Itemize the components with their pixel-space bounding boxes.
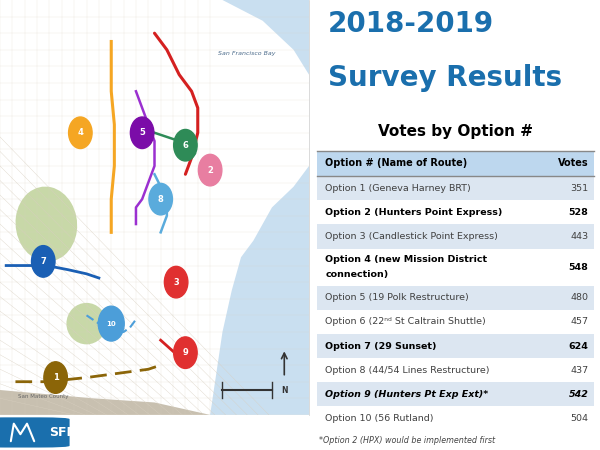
Bar — [317, 248, 594, 286]
Text: Option 7 (29 Sunset): Option 7 (29 Sunset) — [325, 342, 437, 351]
Text: 351: 351 — [571, 184, 589, 193]
Bar — [317, 176, 594, 200]
Text: Option # (Name of Route): Option # (Name of Route) — [325, 158, 467, 168]
Text: 443: 443 — [571, 232, 589, 241]
Bar — [317, 358, 594, 382]
Text: 504: 504 — [571, 414, 589, 423]
Text: Votes: Votes — [558, 158, 589, 168]
Text: 1: 1 — [587, 428, 594, 437]
Circle shape — [32, 246, 55, 277]
Text: Votes by Option #: Votes by Option # — [378, 125, 533, 140]
Bar — [317, 310, 594, 334]
Text: Option 1 (Geneva Harney BRT): Option 1 (Geneva Harney BRT) — [325, 184, 471, 193]
FancyBboxPatch shape — [0, 417, 70, 448]
Text: *Option 2 (HPX) would be implemented first: *Option 2 (HPX) would be implemented fir… — [319, 436, 496, 446]
Text: 3: 3 — [173, 278, 179, 287]
Text: 2018-2019: 2018-2019 — [328, 10, 494, 38]
Text: SFMTA: SFMTA — [49, 426, 97, 439]
Text: connection): connection) — [325, 270, 389, 279]
Text: Survey Results: Survey Results — [328, 64, 562, 92]
Text: Option 4 (new Mission District: Option 4 (new Mission District — [325, 255, 487, 264]
Text: 8: 8 — [158, 195, 164, 204]
Text: 2: 2 — [207, 166, 213, 175]
Ellipse shape — [67, 303, 107, 344]
Text: N: N — [281, 386, 287, 395]
Bar — [317, 152, 594, 176]
Bar — [317, 286, 594, 310]
Bar — [317, 225, 594, 248]
Text: Option 8 (44/54 Lines Restructure): Option 8 (44/54 Lines Restructure) — [325, 365, 490, 374]
Text: Option 3 (Candlestick Point Express): Option 3 (Candlestick Point Express) — [325, 232, 498, 241]
Bar — [317, 406, 594, 430]
Circle shape — [164, 266, 188, 298]
Bar — [317, 334, 594, 358]
Bar — [317, 382, 594, 406]
Ellipse shape — [16, 187, 77, 261]
Text: 7: 7 — [40, 257, 46, 266]
Text: 480: 480 — [571, 293, 589, 302]
Circle shape — [98, 306, 124, 341]
Text: Option 10 (56 Rutland): Option 10 (56 Rutland) — [325, 414, 434, 423]
Text: 6: 6 — [182, 141, 188, 150]
Text: San Francisco Bay: San Francisco Bay — [218, 51, 276, 56]
Circle shape — [68, 117, 92, 148]
Text: 9: 9 — [182, 348, 188, 357]
Bar — [317, 200, 594, 225]
Text: Option 2 (Hunters Point Express): Option 2 (Hunters Point Express) — [325, 208, 503, 217]
Text: 457: 457 — [571, 317, 589, 326]
Circle shape — [173, 130, 197, 161]
Text: Option 9 (Hunters Pt Exp Ext)*: Option 9 (Hunters Pt Exp Ext)* — [325, 390, 488, 399]
Circle shape — [199, 154, 222, 186]
Text: 1: 1 — [53, 373, 59, 382]
Circle shape — [44, 362, 67, 393]
Text: 4: 4 — [77, 128, 83, 137]
Text: 10: 10 — [106, 320, 116, 327]
Text: Option 6 (22ⁿᵈ St Caltrain Shuttle): Option 6 (22ⁿᵈ St Caltrain Shuttle) — [325, 317, 486, 326]
Circle shape — [149, 184, 172, 215]
Text: 624: 624 — [569, 342, 589, 351]
Circle shape — [173, 337, 197, 369]
Text: Option 5 (19 Polk Restructure): Option 5 (19 Polk Restructure) — [325, 293, 469, 302]
Polygon shape — [179, 0, 309, 415]
Text: San Mateo County: San Mateo County — [18, 394, 68, 399]
Text: 548: 548 — [569, 263, 589, 272]
Text: 528: 528 — [569, 208, 589, 217]
Circle shape — [130, 117, 154, 148]
Text: 437: 437 — [571, 365, 589, 374]
Text: 5: 5 — [139, 128, 145, 137]
Polygon shape — [0, 390, 309, 415]
Text: 542: 542 — [569, 390, 589, 399]
